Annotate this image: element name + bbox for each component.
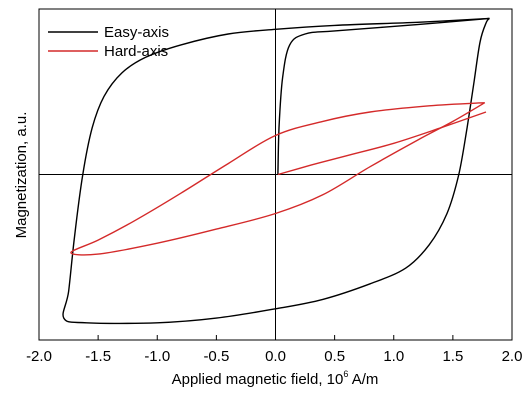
series-line-easy-axis <box>62 17 491 325</box>
x-tick-label: -1.5 <box>85 348 111 365</box>
x-axis-title: Applied magnetic field, 106 A/m <box>172 369 379 388</box>
x-axis-ticks: -2.0 -1.5 -1.0 -0.5 0.0 0.5 1.0 1.5 2.0 <box>26 335 522 365</box>
x-tick-label: 0.5 <box>324 348 345 365</box>
x-axis-title-exponent: 6 <box>343 369 348 379</box>
x-tick-label: 2.0 <box>502 348 523 365</box>
series-line-easy-axis-inner <box>277 17 490 175</box>
legend-label-hard-axis: Hard-axis <box>104 43 168 60</box>
x-axis-title-unit: A/m <box>348 371 378 388</box>
x-tick-label: -1.0 <box>144 348 170 365</box>
x-tick-label: -2.0 <box>26 348 52 365</box>
x-tick-label: 1.0 <box>383 348 404 365</box>
x-tick-label: -0.5 <box>203 348 229 365</box>
y-axis-title: Magnetization, a.u. <box>13 112 30 239</box>
x-tick-label: 0.0 <box>265 348 286 365</box>
series-group <box>62 17 491 325</box>
legend-label-easy-axis: Easy-axis <box>104 24 169 41</box>
x-axis-title-main: Applied magnetic field, 10 <box>172 371 344 388</box>
series-line-hard-axis-inner <box>277 111 487 176</box>
series-line-hard-axis <box>70 102 486 256</box>
x-tick-label: 1.5 <box>442 348 463 365</box>
legend: Easy-axis Hard-axis <box>48 24 169 60</box>
